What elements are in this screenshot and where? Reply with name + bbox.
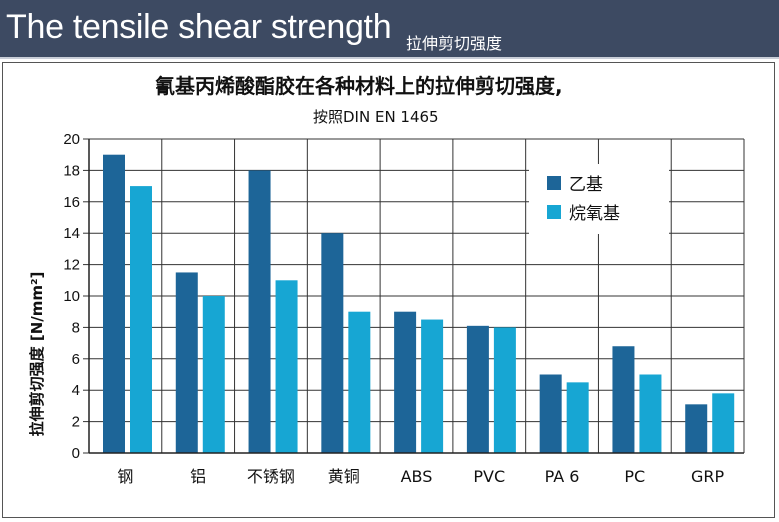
axes [83, 138, 744, 454]
bar-ethyl [685, 404, 708, 453]
legend-label-alkoxy: 烷氧基 [569, 204, 620, 224]
bar-alkoxy [202, 296, 225, 453]
bar-alkoxy [493, 327, 516, 453]
bar-ethyl [394, 311, 417, 453]
bars [103, 154, 735, 453]
bar-alkoxy [421, 319, 444, 453]
legend: 乙基 烷氧基 [529, 164, 669, 234]
x-tick-label: 铝 [190, 467, 206, 486]
y-axis-label: 拉伸剪切强度 [N/mm²] [28, 272, 46, 437]
bar-ethyl [175, 272, 198, 453]
bar-alkoxy [348, 311, 371, 453]
legend-swatch-ethyl [547, 176, 561, 190]
x-tick-label: PC [624, 467, 645, 486]
y-tick-label: 10 [63, 288, 80, 305]
y-tick-label: 8 [72, 319, 80, 336]
bar-ethyl [466, 325, 489, 453]
y-tick-label: 20 [63, 131, 80, 148]
page-subtitle: 拉伸剪切强度 [406, 34, 503, 53]
y-tick-label: 16 [63, 194, 80, 211]
bar-alkoxy [130, 186, 152, 453]
bar-alkoxy [566, 382, 589, 453]
chart-subtitle: 按照DIN EN 1465 [313, 108, 439, 126]
legend-box [529, 164, 669, 234]
axis-labels: 0 2 4 6 8 10 12 14 16 18 20 钢 铝 不锈钢 黄铜 ABS PVC PA 6 PC GRP [63, 131, 724, 486]
bar-alkoxy [639, 374, 662, 453]
y-tick-label: 4 [72, 382, 80, 399]
y-tick-label: 2 [72, 414, 80, 431]
chart-title: 氰基丙烯酸酯胶在各种材料上的拉伸剪切强度, [155, 74, 563, 98]
bar-alkoxy [275, 280, 298, 453]
bar-ethyl [103, 154, 125, 453]
y-tick-label: 12 [63, 257, 80, 274]
x-tick-label: GRP [691, 467, 725, 486]
bar-chart: 氰基丙烯酸酯胶在各种材料上的拉伸剪切强度, 按照DIN EN 1465 0 2 4 6… [28, 74, 745, 486]
x-tick-label: PA 6 [545, 467, 580, 486]
x-tick-label: 钢 [117, 467, 133, 486]
y-tick-label: 18 [63, 162, 80, 179]
bar-ethyl [539, 374, 562, 453]
legend-label-ethyl: 乙基 [569, 175, 603, 195]
page-header: The tensile shear strength 拉伸剪切强度 [0, 0, 779, 59]
legend-swatch-alkoxy [547, 205, 561, 219]
y-tick-label: 0 [72, 445, 80, 462]
y-tick-label: 14 [63, 225, 80, 242]
x-tick-label: PVC [473, 467, 505, 486]
bar-ethyl [612, 346, 635, 453]
y-tick-label: 6 [72, 351, 80, 368]
x-tick-label: ABS [401, 467, 433, 486]
chart-panel: 氰基丙烯酸酯胶在各种材料上的拉伸剪切强度, 按照DIN EN 1465 0 2 4 6… [2, 62, 775, 518]
x-tick-label: 不锈钢 [247, 467, 295, 486]
bar-alkoxy [712, 393, 735, 453]
page-title: The tensile shear strength [6, 8, 392, 46]
bar-ethyl [321, 233, 344, 453]
x-tick-label: 黄铜 [328, 467, 360, 486]
bar-ethyl [248, 170, 271, 453]
